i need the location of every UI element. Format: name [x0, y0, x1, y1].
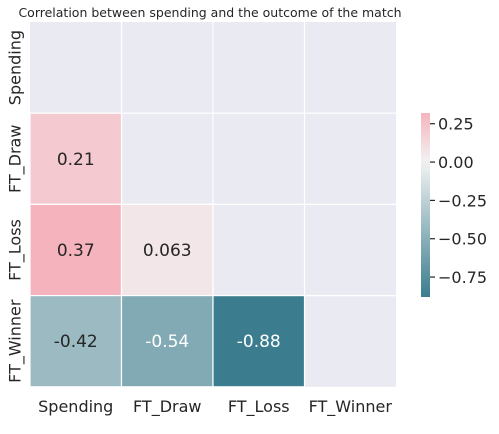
colorbar-tick-label: −0.50: [438, 230, 487, 249]
column-label: FT_Draw: [133, 397, 201, 417]
colorbar-tick-label: 0.00: [438, 153, 474, 172]
cell-value-label: 0.063: [143, 241, 192, 261]
chart-title: Correlation between spending and the out…: [18, 5, 401, 20]
cell-value-label: 0.21: [57, 150, 95, 170]
heatmap-cell: [212, 295, 306, 388]
heatmap-cell: [29, 295, 123, 388]
column-label: FT_Loss: [228, 397, 290, 417]
colorbar-gradient: [421, 113, 430, 297]
heatmap-cell: [29, 112, 123, 205]
column-label: Spending: [38, 397, 113, 416]
heatmap-grid: 0.21 0.37 0.063 -0.42 -0.54 -0.88: [29, 22, 396, 388]
row-label: Spending: [6, 30, 25, 105]
cell-value-label: 0.37: [57, 241, 95, 261]
row-label: FT_Winner: [6, 299, 26, 383]
colorbar: 0.25 0.00 −0.25 −0.50 −0.75: [421, 113, 487, 297]
row-label: FT_Draw: [6, 125, 26, 193]
colorbar-tick-label: 0.25: [438, 115, 474, 134]
colorbar-tick-label: −0.25: [438, 191, 487, 210]
cell-value-label: -0.42: [54, 332, 98, 352]
column-label: FT_Winner: [309, 397, 393, 417]
cell-value-label: -0.54: [145, 332, 189, 352]
colorbar-tick-label: −0.75: [438, 268, 487, 287]
row-label: FT_Loss: [6, 219, 26, 281]
cell-value-label: -0.88: [237, 332, 281, 352]
row-labels: Spending FT_Draw FT_Loss FT_Winner: [6, 30, 26, 383]
column-labels: Spending FT_Draw FT_Loss FT_Winner: [38, 397, 392, 417]
heatmap-cell: [120, 295, 214, 388]
